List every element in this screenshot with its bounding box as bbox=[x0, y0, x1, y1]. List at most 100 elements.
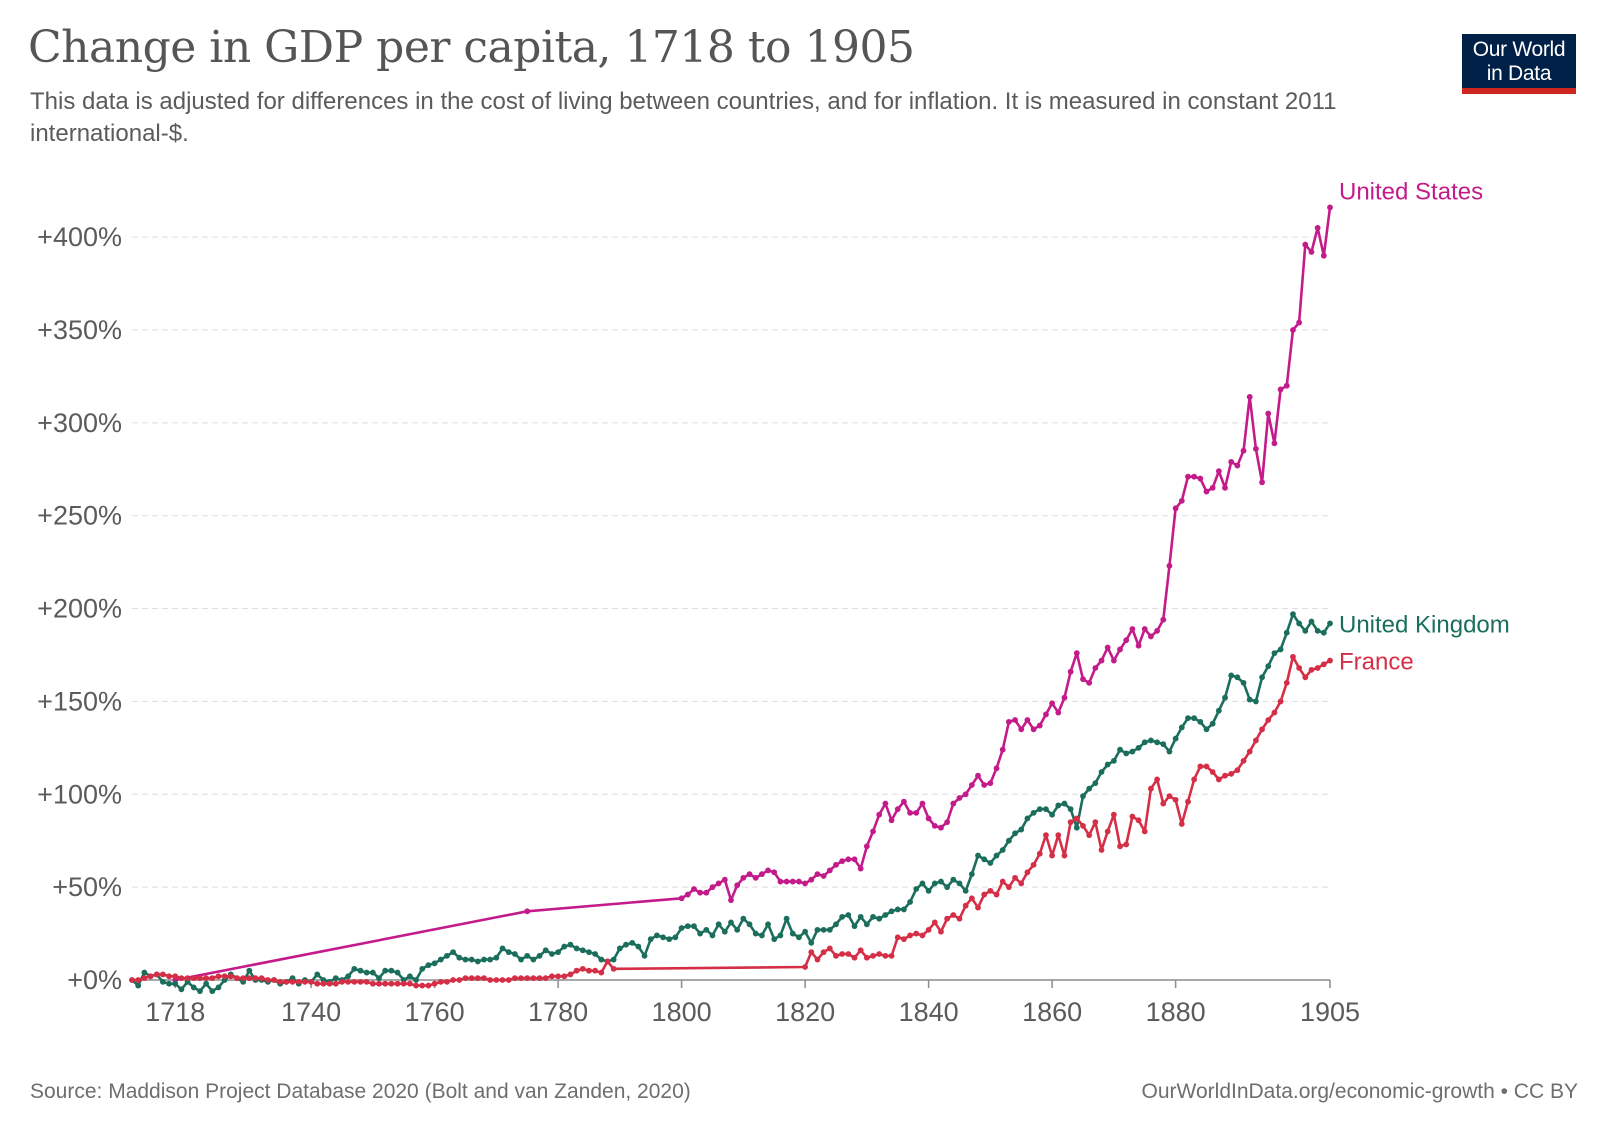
data-point[interactable] bbox=[913, 930, 920, 937]
data-point[interactable] bbox=[1160, 741, 1167, 748]
data-point[interactable] bbox=[159, 971, 166, 978]
data-point[interactable] bbox=[629, 939, 636, 946]
data-point[interactable] bbox=[1036, 722, 1043, 729]
series-united-states[interactable]: United States bbox=[172, 178, 1483, 983]
data-point[interactable] bbox=[839, 913, 846, 920]
data-point[interactable] bbox=[573, 945, 580, 952]
data-point[interactable] bbox=[975, 772, 981, 779]
data-point[interactable] bbox=[283, 978, 290, 985]
data-point[interactable] bbox=[1308, 666, 1315, 673]
data-point[interactable] bbox=[771, 869, 778, 876]
data-point[interactable] bbox=[660, 934, 666, 941]
data-point[interactable] bbox=[505, 949, 512, 956]
data-point[interactable] bbox=[697, 930, 704, 937]
data-point[interactable] bbox=[320, 980, 327, 987]
data-point[interactable] bbox=[1259, 479, 1265, 486]
data-point[interactable] bbox=[549, 973, 555, 980]
data-point[interactable] bbox=[1302, 674, 1309, 681]
data-point[interactable] bbox=[1265, 717, 1272, 723]
data-point[interactable] bbox=[1240, 679, 1247, 686]
data-point[interactable] bbox=[1141, 739, 1148, 746]
data-point[interactable] bbox=[1191, 715, 1198, 722]
data-point[interactable] bbox=[907, 809, 913, 816]
data-point[interactable] bbox=[894, 806, 901, 813]
data-point[interactable] bbox=[981, 856, 988, 863]
data-point[interactable] bbox=[839, 858, 846, 865]
data-point[interactable] bbox=[814, 871, 821, 878]
data-point[interactable] bbox=[1290, 327, 1296, 333]
data-point[interactable] bbox=[166, 980, 172, 987]
data-point[interactable] bbox=[351, 978, 358, 985]
data-point[interactable] bbox=[505, 977, 512, 983]
data-point[interactable] bbox=[913, 886, 920, 892]
data-point[interactable] bbox=[1117, 843, 1123, 850]
data-point[interactable] bbox=[579, 947, 586, 954]
data-point[interactable] bbox=[820, 949, 827, 956]
data-point[interactable] bbox=[326, 980, 333, 987]
data-point[interactable] bbox=[190, 984, 197, 991]
data-point[interactable] bbox=[808, 949, 815, 956]
data-point[interactable] bbox=[376, 975, 382, 982]
data-point[interactable] bbox=[215, 973, 222, 980]
data-point[interactable] bbox=[406, 980, 413, 987]
data-point[interactable] bbox=[1154, 627, 1160, 634]
data-point[interactable] bbox=[777, 932, 784, 939]
data-point[interactable] bbox=[1203, 488, 1210, 495]
data-point[interactable] bbox=[802, 880, 808, 887]
data-point[interactable] bbox=[339, 978, 345, 985]
data-point[interactable] bbox=[1043, 711, 1049, 718]
data-point[interactable] bbox=[845, 912, 852, 918]
data-point[interactable] bbox=[808, 876, 815, 883]
data-point[interactable] bbox=[1246, 393, 1253, 400]
data-point[interactable] bbox=[870, 828, 876, 835]
data-point[interactable] bbox=[1222, 694, 1228, 701]
data-point[interactable] bbox=[1265, 410, 1272, 417]
data-point[interactable] bbox=[487, 956, 494, 963]
data-point[interactable] bbox=[1154, 776, 1160, 783]
data-point[interactable] bbox=[1327, 657, 1333, 664]
data-point[interactable] bbox=[536, 952, 543, 959]
data-point[interactable] bbox=[462, 975, 469, 982]
data-point[interactable] bbox=[968, 782, 975, 788]
data-point[interactable] bbox=[1030, 861, 1037, 868]
data-point[interactable] bbox=[802, 964, 808, 970]
data-point[interactable] bbox=[1308, 249, 1315, 255]
data-point[interactable] bbox=[789, 930, 796, 937]
data-point[interactable] bbox=[1265, 663, 1272, 670]
data-point[interactable] bbox=[1049, 852, 1056, 859]
data-point[interactable] bbox=[1320, 661, 1327, 668]
data-point[interactable] bbox=[221, 973, 228, 980]
data-point[interactable] bbox=[147, 973, 154, 980]
data-point[interactable] bbox=[1215, 776, 1222, 783]
data-point[interactable] bbox=[876, 811, 883, 818]
data-point[interactable] bbox=[765, 921, 771, 928]
data-point[interactable] bbox=[542, 975, 549, 982]
data-point[interactable] bbox=[1104, 644, 1111, 651]
data-point[interactable] bbox=[493, 954, 500, 961]
data-point[interactable] bbox=[740, 915, 747, 922]
data-point[interactable] bbox=[1222, 484, 1228, 491]
data-point[interactable] bbox=[487, 977, 494, 983]
data-point[interactable] bbox=[1092, 780, 1099, 787]
data-point[interactable] bbox=[592, 951, 599, 957]
data-point[interactable] bbox=[1135, 744, 1142, 751]
data-point[interactable] bbox=[999, 746, 1006, 753]
data-point[interactable] bbox=[882, 912, 889, 918]
data-point[interactable] bbox=[363, 978, 370, 985]
data-point[interactable] bbox=[678, 895, 685, 902]
data-point[interactable] bbox=[1296, 319, 1303, 326]
data-point[interactable] bbox=[691, 923, 697, 930]
data-point[interactable] bbox=[894, 906, 901, 913]
series-france[interactable]: France bbox=[129, 649, 1414, 989]
data-point[interactable] bbox=[1314, 665, 1321, 671]
data-point[interactable] bbox=[968, 895, 975, 902]
data-point[interactable] bbox=[314, 980, 321, 987]
data-point[interactable] bbox=[431, 980, 438, 987]
data-point[interactable] bbox=[919, 932, 926, 939]
data-point[interactable] bbox=[166, 973, 172, 980]
data-point[interactable] bbox=[1061, 852, 1068, 859]
data-point[interactable] bbox=[425, 962, 432, 969]
data-point[interactable] bbox=[987, 780, 994, 787]
data-point[interactable] bbox=[993, 765, 1000, 772]
data-point[interactable] bbox=[277, 978, 284, 985]
